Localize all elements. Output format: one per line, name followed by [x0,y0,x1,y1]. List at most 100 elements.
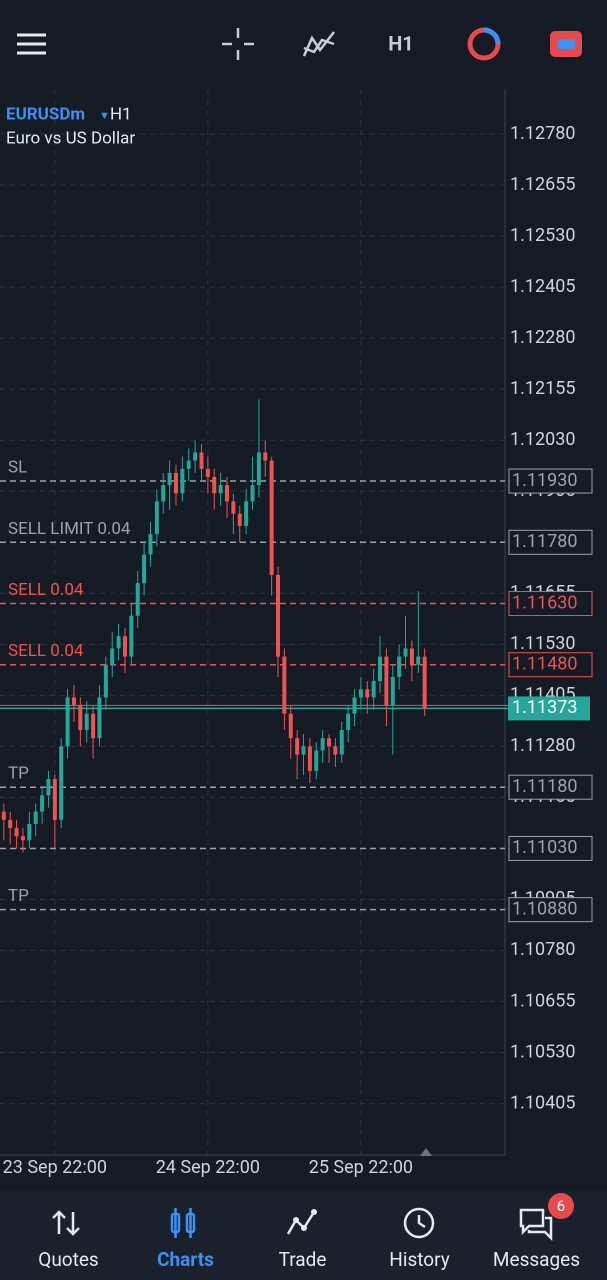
candle-body [314,750,319,771]
scroll-marker [420,1148,432,1156]
nav-icon [519,1208,553,1242]
candle-body [263,452,268,461]
candle-body [231,501,236,514]
candle-body [180,468,185,494]
candle-body [8,819,13,829]
candle-body [116,636,121,649]
notification-badge: 6 [548,1193,574,1219]
y-tick-label: 1.10405 [510,1092,575,1113]
candle-body [91,713,96,739]
candle-body [154,501,159,535]
trade-panel-button[interactable] [467,27,501,61]
candle-body [97,697,102,739]
candle-body [52,779,57,820]
y-tick-label: 1.10655 [510,990,575,1011]
nav-item[interactable]: History [359,1190,480,1280]
y-tick-label: 1.12780 [510,123,575,144]
candle-body [161,485,166,502]
y-tick-label: 1.12655 [510,174,575,195]
price-box [508,897,593,923]
candle-body [301,746,306,755]
candle-body [1,811,6,820]
x-tick-label: 23 Sep 22:00 [3,1157,107,1178]
candle-body [346,713,351,731]
price-box-label: 1.11930 [512,470,577,491]
candle-body [378,656,383,682]
order-level-label: SELL 0.04 [8,641,84,661]
candle-body [199,452,204,469]
candle-body [167,472,172,486]
candle-body [148,534,153,555]
nav-label: Messages [492,1248,581,1271]
candle-body [282,656,287,714]
symbol-name[interactable]: EURUSDm [6,104,85,124]
nav-item[interactable]: Trade [242,1190,363,1280]
price-box [508,774,593,800]
menu-button[interactable] [17,33,46,55]
x-tick-label: 24 Sep 22:00 [156,1157,260,1178]
candle-body [173,472,178,494]
candle-body [142,554,147,584]
timeframe-button[interactable]: H1 [388,31,414,55]
indicators-button[interactable] [302,31,335,57]
account-button[interactable] [550,31,582,57]
y-tick-label: 1.10780 [510,939,575,960]
candle-body [422,656,427,709]
candle-body [224,485,229,502]
candle-body [20,836,25,841]
candle-body [358,689,363,698]
last-price-label: 1.11373 [512,697,577,718]
nav-item[interactable]: Messages 6 [476,1190,597,1280]
candle-body [40,795,45,812]
candle-body [244,501,249,526]
nav-icon [52,1210,80,1236]
price-box-label: 1.11180 [512,776,577,797]
price-box [508,468,593,494]
order-level-label: SELL 0.04 [8,580,84,600]
chart-background [0,88,607,1190]
nav-label: Charts [157,1248,214,1271]
candle-body [276,574,281,657]
candle-body [59,746,64,820]
candle-body [339,730,344,755]
y-tick-label: 1.12280 [510,327,575,348]
candle-body [129,615,134,657]
candle-body [122,636,127,657]
candle-body [320,738,325,751]
candle-body [65,697,70,747]
candle-body [46,779,51,796]
nav-item[interactable]: Quotes [8,1190,129,1280]
nav-icon [170,1208,196,1238]
symbol-timeframe: H1 [110,104,132,124]
candle-body [371,681,376,698]
nav-item[interactable]: Charts [125,1190,246,1280]
price-box [508,529,593,555]
order-level-label: TP [8,764,29,784]
candle-body [307,746,312,771]
symbol-description: Euro vs US Dollar [6,128,135,148]
toolbar: H1 [17,27,582,61]
candle-body [33,811,38,824]
candle-body [327,738,332,747]
y-tick-label: 1.11280 [510,735,575,756]
nav-label: History [389,1248,450,1271]
price-box [508,652,593,678]
y-tick-label: 1.11530 [510,633,575,654]
nav-label: Quotes [38,1248,99,1271]
order-level-label: SELL LIMIT 0.04 [8,519,131,539]
candle-body [288,713,293,739]
price-box-label: 1.11630 [512,592,577,613]
price-box-label: 1.11480 [512,653,577,674]
y-tick-label: 1.12530 [510,225,575,246]
candle-body [256,452,261,486]
candle-body [186,460,191,469]
symbol-dropdown[interactable]: ▼ [99,109,110,122]
candle-body [193,452,198,461]
crosshair-button[interactable] [222,28,254,60]
x-tick-label: 25 Sep 22:00 [309,1157,413,1178]
candle-body [84,713,89,731]
nav-icon [286,1209,317,1235]
price-box [508,835,593,861]
candle-body [384,656,389,706]
